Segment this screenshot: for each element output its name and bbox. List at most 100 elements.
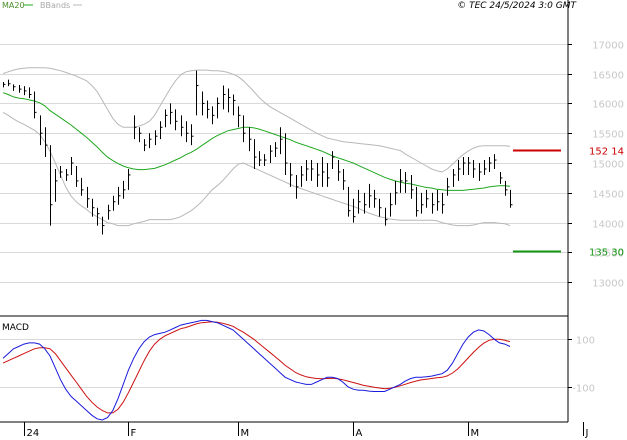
x-tick-label: A [356,428,363,439]
price-bar [311,160,314,181]
price-bar [175,109,178,131]
macd-title: MACD [2,323,29,333]
price-bar [102,216,105,235]
price-bar [128,168,131,190]
price-bar [134,115,137,140]
price-tick-label: 13500 [592,249,624,260]
price-bar [40,115,43,146]
price-bar [144,139,147,152]
price-bar [66,168,69,181]
price-bar [45,127,48,158]
price-bar [317,163,320,187]
price-bar [411,174,414,199]
price-bar [149,133,152,149]
price-bar [212,106,215,125]
x-tick-label: M [241,428,250,439]
macd-tick-label: 100 [576,336,595,347]
price-bar [108,204,111,220]
price-bar [489,157,492,172]
price-bar [395,180,398,205]
price-bar [155,130,158,146]
price-bar [181,115,184,137]
price-bar [249,127,252,152]
price-bar [374,189,377,208]
price-bar [332,151,335,169]
price-bar [270,145,273,164]
price-bar [447,177,450,196]
price-bar [238,106,241,128]
bbands-legend: BBands [40,1,70,10]
x-tick-label: F [131,428,137,439]
price-bar [484,160,487,175]
price-y-axis: 13000 13500 14000 14500 15000 15500 16000 16500… [568,41,624,290]
x-axis: 24 F M A M J [24,422,589,439]
price-bar [285,133,288,175]
price-tick-label: 16000 [592,100,624,111]
price-bar [432,192,435,214]
price-bar [463,157,466,175]
price-bar [437,189,440,211]
price-bar [87,186,90,208]
price-bar [55,168,58,202]
price-bar [468,157,471,175]
price-bar [196,70,199,116]
x-tick-label: 24 [27,428,40,439]
price-bar [301,166,304,187]
price-bar [494,154,497,169]
price-tick-label: 15500 [592,130,624,141]
price-bar [60,166,63,178]
price-bar [453,168,456,187]
ma20-line [2,92,511,191]
price-bar [400,168,403,193]
price-bar [369,183,372,208]
price-bar [327,163,330,187]
price-bar [479,163,482,181]
price-bar [275,142,278,158]
price-bar [353,198,356,223]
price-tick-label: 13000 [592,279,624,290]
bbands-lower-line [2,111,511,227]
price-bar [358,189,361,214]
price-bar [390,192,393,217]
price-tick-label: 14500 [592,190,624,201]
price-bar [348,186,351,217]
chart-header: MA20 BBands © TEC 24/5/2024 3:0 GMT [2,1,578,11]
price-bar [306,160,309,181]
price-bar [223,85,226,110]
price-bar [233,94,236,116]
price-panel: 13000 13500 14000 14500 15000 15500 16000 16500… [0,41,624,290]
price-bar [81,177,84,196]
price-bar [290,163,293,187]
macd-panel: 100 -100 MACD [0,319,595,421]
price-levels: 152 14 135 30 [513,147,624,259]
price-bar [416,186,419,217]
price-bar [442,192,445,214]
macd-tick-label: -100 [572,384,595,395]
price-bar [50,145,53,226]
macd-y-axis: 100 -100 [568,336,595,395]
price-bar [473,160,476,178]
price-bar [458,160,461,181]
macd-gridlines [0,339,568,388]
price-bar [243,115,246,143]
price-bar [505,180,508,196]
price-bar [280,127,283,155]
resistance-label: 152 14 [589,147,624,158]
price-bar [139,127,142,143]
price-bar [426,189,429,208]
price-bar [191,124,194,146]
price-tick-label: 14000 [592,220,624,231]
price-bar [405,171,408,193]
price-bar [92,198,95,217]
price-bar [29,87,32,99]
signal-line [2,321,511,414]
price-bar [500,171,503,184]
price-bar [510,189,513,208]
price-bar [364,192,367,214]
price-gridlines [0,44,568,283]
x-tick-label: J [585,428,589,439]
ma20-legend: MA20 [2,1,25,10]
price-tick-label: 16500 [592,71,624,82]
price-bar [123,180,126,199]
